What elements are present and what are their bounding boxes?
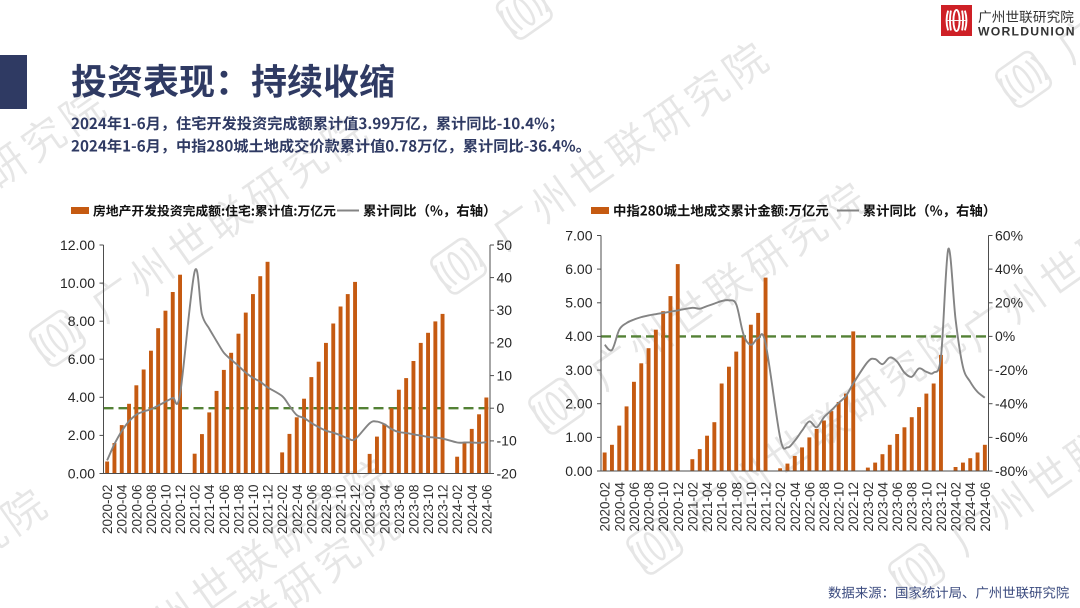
svg-text:20%: 20% [995, 295, 1023, 311]
svg-text:2022-02: 2022-02 [275, 485, 290, 535]
svg-text:2021-06: 2021-06 [217, 485, 232, 535]
svg-text:2023-06: 2023-06 [392, 485, 407, 535]
svg-text:2020-02: 2020-02 [598, 482, 613, 532]
svg-text:-60%: -60% [995, 429, 1028, 445]
svg-text:2023-02: 2023-02 [861, 482, 876, 532]
svg-text:20: 20 [497, 335, 513, 351]
svg-text:2020-02: 2020-02 [100, 485, 115, 535]
svg-text:2023-12: 2023-12 [934, 482, 949, 532]
svg-text:2020-10: 2020-10 [159, 485, 174, 535]
svg-text:2024-06: 2024-06 [978, 482, 993, 532]
svg-text:2020-04: 2020-04 [612, 482, 627, 532]
svg-text:2021-02: 2021-02 [188, 485, 203, 535]
svg-text:2024-02: 2024-02 [949, 482, 964, 532]
svg-text:0.00: 0.00 [68, 465, 95, 481]
svg-text:2020-06: 2020-06 [627, 482, 642, 532]
svg-text:2022-06: 2022-06 [304, 485, 319, 535]
svg-text:2023-04: 2023-04 [876, 482, 891, 532]
svg-text:2020-10: 2020-10 [656, 482, 671, 532]
svg-text:6.00: 6.00 [68, 351, 95, 367]
svg-text:4.00: 4.00 [68, 389, 95, 405]
svg-text:0: 0 [497, 400, 505, 416]
svg-text:2022-08: 2022-08 [817, 482, 832, 532]
svg-text:2021-12: 2021-12 [759, 482, 774, 532]
svg-text:2022-04: 2022-04 [290, 484, 305, 534]
svg-text:2021-12: 2021-12 [261, 485, 276, 535]
svg-text:WORLDUNION: WORLDUNION [978, 25, 1076, 39]
svg-text:40%: 40% [995, 261, 1023, 277]
svg-text:6.00: 6.00 [565, 261, 592, 277]
svg-text:2022-06: 2022-06 [802, 482, 817, 532]
svg-text:2023-08: 2023-08 [406, 485, 421, 535]
svg-text:-10: -10 [497, 433, 517, 449]
svg-text:2023-12: 2023-12 [436, 485, 451, 535]
svg-text:2022-10: 2022-10 [334, 485, 349, 535]
svg-text:2023-10: 2023-10 [421, 485, 436, 535]
svg-text:-20: -20 [497, 465, 517, 481]
svg-text:2022-10: 2022-10 [832, 482, 847, 532]
svg-text:2020-08: 2020-08 [642, 482, 657, 532]
svg-text:4.00: 4.00 [565, 328, 592, 344]
svg-text:2023-04: 2023-04 [377, 484, 392, 534]
svg-text:2021-04: 2021-04 [202, 484, 217, 534]
svg-text:10: 10 [497, 367, 513, 383]
svg-text:2023-10: 2023-10 [919, 482, 934, 532]
svg-text:2024-02: 2024-02 [450, 485, 465, 535]
svg-text:2023-06: 2023-06 [890, 482, 905, 532]
svg-text:2021-02: 2021-02 [685, 482, 700, 532]
svg-text:2022-12: 2022-12 [348, 485, 363, 535]
svg-text:40: 40 [497, 269, 513, 285]
svg-text:2024-04: 2024-04 [465, 484, 480, 534]
svg-text:2021-04: 2021-04 [700, 482, 715, 532]
svg-text:7.00: 7.00 [565, 227, 592, 243]
svg-text:2021-10: 2021-10 [744, 482, 759, 532]
svg-text:60%: 60% [995, 227, 1023, 243]
svg-text:2022-02: 2022-02 [773, 482, 788, 532]
svg-text:-40%: -40% [995, 396, 1028, 412]
svg-text:-20%: -20% [995, 362, 1028, 378]
svg-text:2022-12: 2022-12 [846, 482, 861, 532]
svg-text:0.00: 0.00 [565, 463, 592, 479]
svg-text:3.00: 3.00 [565, 362, 592, 378]
svg-text:2021-08: 2021-08 [729, 482, 744, 532]
svg-text:2024-04: 2024-04 [963, 482, 978, 532]
svg-text:10.00: 10.00 [60, 275, 95, 291]
svg-text:2023-02: 2023-02 [363, 485, 378, 535]
svg-text:12.00: 12.00 [60, 237, 95, 253]
svg-text:30: 30 [497, 302, 513, 318]
svg-text:2020-08: 2020-08 [144, 485, 159, 535]
svg-text:1.00: 1.00 [565, 429, 592, 445]
svg-text:2.00: 2.00 [68, 427, 95, 443]
svg-text:2024-06: 2024-06 [479, 485, 494, 535]
svg-text:2020-12: 2020-12 [671, 482, 686, 532]
svg-text:2021-10: 2021-10 [246, 485, 261, 535]
svg-text:2022-08: 2022-08 [319, 485, 334, 535]
svg-text:2020-04: 2020-04 [115, 484, 130, 534]
svg-text:2022-04: 2022-04 [788, 482, 803, 532]
svg-text:2023-08: 2023-08 [905, 482, 920, 532]
svg-text:2021-08: 2021-08 [231, 485, 246, 535]
svg-text:2021-06: 2021-06 [715, 482, 730, 532]
svg-text:2020-06: 2020-06 [129, 485, 144, 535]
svg-text:50: 50 [497, 237, 513, 253]
svg-text:-80%: -80% [995, 463, 1028, 479]
svg-text:2020-12: 2020-12 [173, 485, 188, 535]
svg-text:5.00: 5.00 [565, 295, 592, 311]
svg-text:0%: 0% [995, 328, 1015, 344]
svg-text:8.00: 8.00 [68, 313, 95, 329]
svg-text:2.00: 2.00 [565, 396, 592, 412]
